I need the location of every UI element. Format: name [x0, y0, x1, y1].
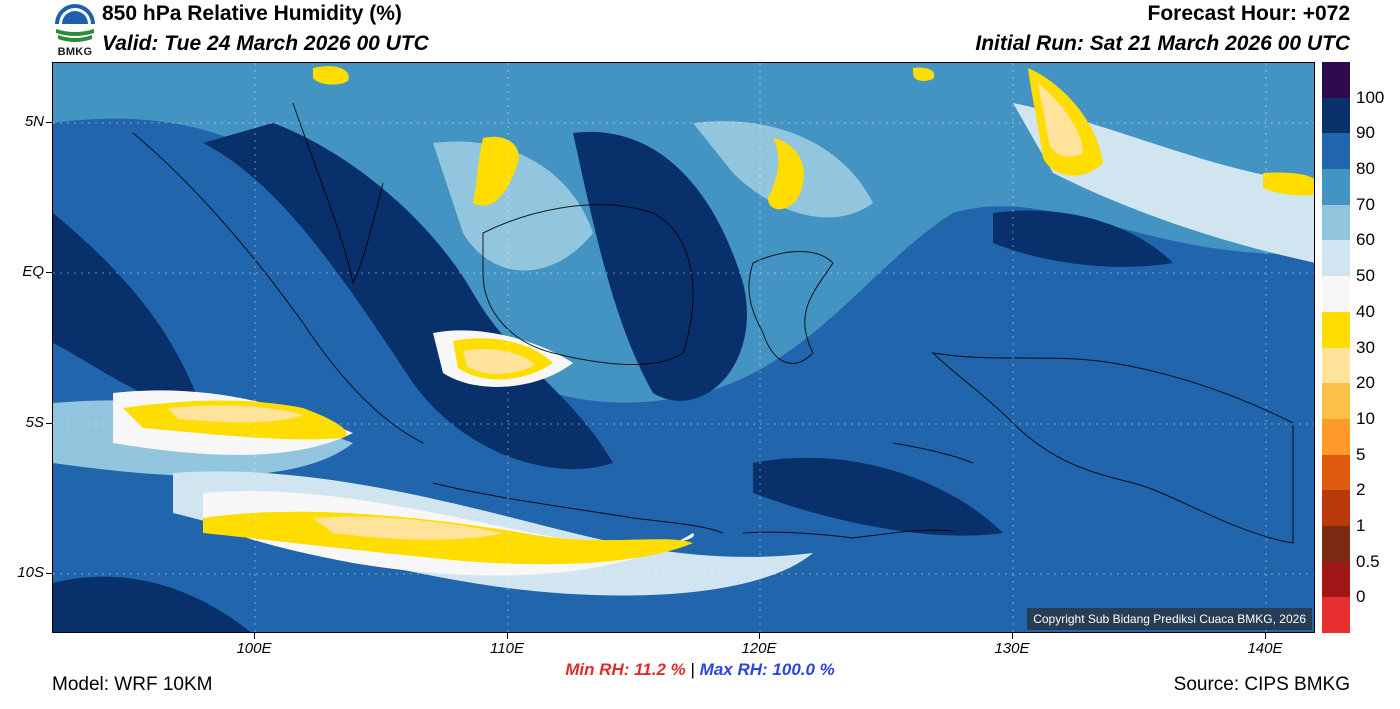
initial-run: Initial Run: Sat 21 March 2026 00 UTC	[975, 32, 1350, 55]
colorbar-swatch	[1322, 525, 1350, 562]
colorbar-swatch	[1322, 97, 1350, 134]
colorbar-swatch	[1322, 311, 1350, 348]
colorbar-swatch	[1322, 169, 1350, 206]
colorbar-label: 2	[1356, 480, 1366, 500]
colorbar-swatch	[1322, 276, 1350, 313]
lat-tick	[46, 423, 52, 424]
colorbar-swatch	[1322, 204, 1350, 241]
lat-label-5n: 5N	[24, 113, 44, 130]
colorbar-label: 5	[1356, 444, 1366, 464]
lat-label-5s: 5S	[25, 414, 44, 431]
lon-label-140e: 140E	[1247, 640, 1283, 657]
max-rh: Max RH: 100.0 %	[699, 660, 835, 679]
model-name: Model: WRF 10KM	[52, 674, 213, 695]
colorbar-swatch	[1322, 347, 1350, 384]
lon-label-130e: 130E	[994, 640, 1030, 657]
lon-label-120e: 120E	[741, 640, 777, 657]
lat-tick	[46, 272, 52, 273]
colorbar-label: 30	[1356, 337, 1375, 357]
colorbar-label: 0.5	[1356, 551, 1380, 571]
lon-label-100e: 100E	[236, 640, 272, 657]
humidity-map: Copyright Sub Bidang Prediksi Cuaca BMKG…	[52, 62, 1315, 633]
colorbar-swatch	[1322, 490, 1350, 527]
lat-tick	[46, 573, 52, 574]
colorbar-swatch	[1322, 133, 1350, 170]
lon-tick	[1265, 633, 1266, 639]
colorbar-label: 20	[1356, 373, 1375, 393]
colorbar	[1322, 62, 1350, 634]
rh-stats: Min RH: 11.2 % | Max RH: 100.0 %	[0, 660, 1400, 680]
stats-separator: |	[690, 660, 695, 679]
colorbar-label: 70	[1356, 194, 1375, 214]
colorbar-swatch	[1322, 383, 1350, 420]
min-rh: Min RH: 11.2 %	[565, 660, 686, 679]
lat-label-10s: 10S	[17, 564, 44, 581]
lon-label-110e: 110E	[490, 640, 524, 657]
lon-tick	[1012, 633, 1013, 639]
data-source: Source: CIPS BMKG	[1173, 674, 1350, 695]
colorbar-swatch	[1322, 62, 1350, 98]
colorbar-label: 90	[1356, 123, 1375, 143]
map-title: 850 hPa Relative Humidity (%)	[102, 2, 402, 25]
colorbar-label: 10	[1356, 408, 1375, 428]
colorbar-swatch	[1322, 597, 1350, 634]
bmkg-logo	[52, 2, 98, 60]
colorbar-label: 40	[1356, 301, 1375, 321]
lat-tick	[46, 122, 52, 123]
valid-time: Valid: Tue 24 March 2026 00 UTC	[102, 32, 429, 55]
forecast-hour: Forecast Hour: +072	[1147, 2, 1351, 25]
colorbar-label: 80	[1356, 159, 1375, 179]
colorbar-swatch	[1322, 561, 1350, 598]
colorbar-label: 50	[1356, 266, 1375, 286]
lon-tick	[254, 633, 255, 639]
copyright-notice: Copyright Sub Bidang Prediksi Cuaca BMKG…	[1027, 608, 1312, 630]
colorbar-swatch	[1322, 418, 1350, 455]
lat-label-eq: EQ	[22, 263, 44, 280]
colorbar-label: 0	[1356, 587, 1366, 607]
colorbar-swatch	[1322, 454, 1350, 491]
colorbar-label: 1	[1356, 515, 1366, 535]
lon-tick	[507, 633, 508, 639]
colorbar-swatch	[1322, 240, 1350, 277]
humidity-field	[53, 63, 1314, 632]
colorbar-label: 100	[1356, 87, 1385, 107]
logo-text: BMKG	[57, 46, 93, 58]
colorbar-label: 60	[1356, 230, 1375, 250]
lon-tick	[759, 633, 760, 639]
